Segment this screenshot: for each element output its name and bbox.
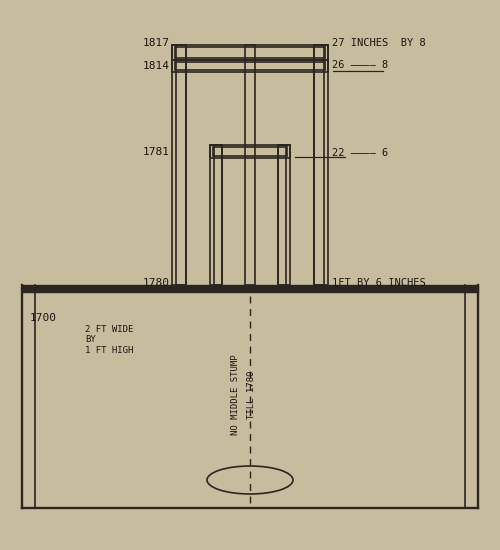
- Text: 27 INCHES  BY 8: 27 INCHES BY 8: [332, 38, 426, 48]
- Text: TILL 1780: TILL 1780: [248, 371, 256, 419]
- Bar: [214, 145, 222, 285]
- Text: 26 ———— 8: 26 ———— 8: [332, 60, 388, 70]
- Text: 1781: 1781: [143, 147, 170, 157]
- Bar: [278, 145, 290, 285]
- Text: 1700: 1700: [30, 313, 57, 323]
- Text: 22 ———— 6: 22 ———— 6: [332, 148, 388, 158]
- Text: 1817: 1817: [143, 38, 170, 48]
- Bar: [314, 45, 328, 285]
- Text: NO MIDDLE STUMP: NO MIDDLE STUMP: [232, 355, 240, 435]
- Text: 1814: 1814: [143, 61, 170, 71]
- Bar: [175, 47, 325, 58]
- Bar: [176, 45, 186, 285]
- Bar: [210, 145, 222, 285]
- Bar: [210, 145, 290, 158]
- Bar: [213, 147, 287, 156]
- Bar: [172, 45, 328, 60]
- Bar: [245, 45, 255, 285]
- Bar: [172, 60, 328, 72]
- Text: 2 FT WIDE
BY
1 FT HIGH: 2 FT WIDE BY 1 FT HIGH: [85, 325, 134, 355]
- Bar: [278, 145, 286, 285]
- Bar: [314, 45, 324, 285]
- Text: 1780: 1780: [143, 278, 170, 288]
- Bar: [172, 45, 186, 285]
- Text: 1FT BY 6 INCHES: 1FT BY 6 INCHES: [332, 278, 426, 288]
- Bar: [175, 62, 325, 70]
